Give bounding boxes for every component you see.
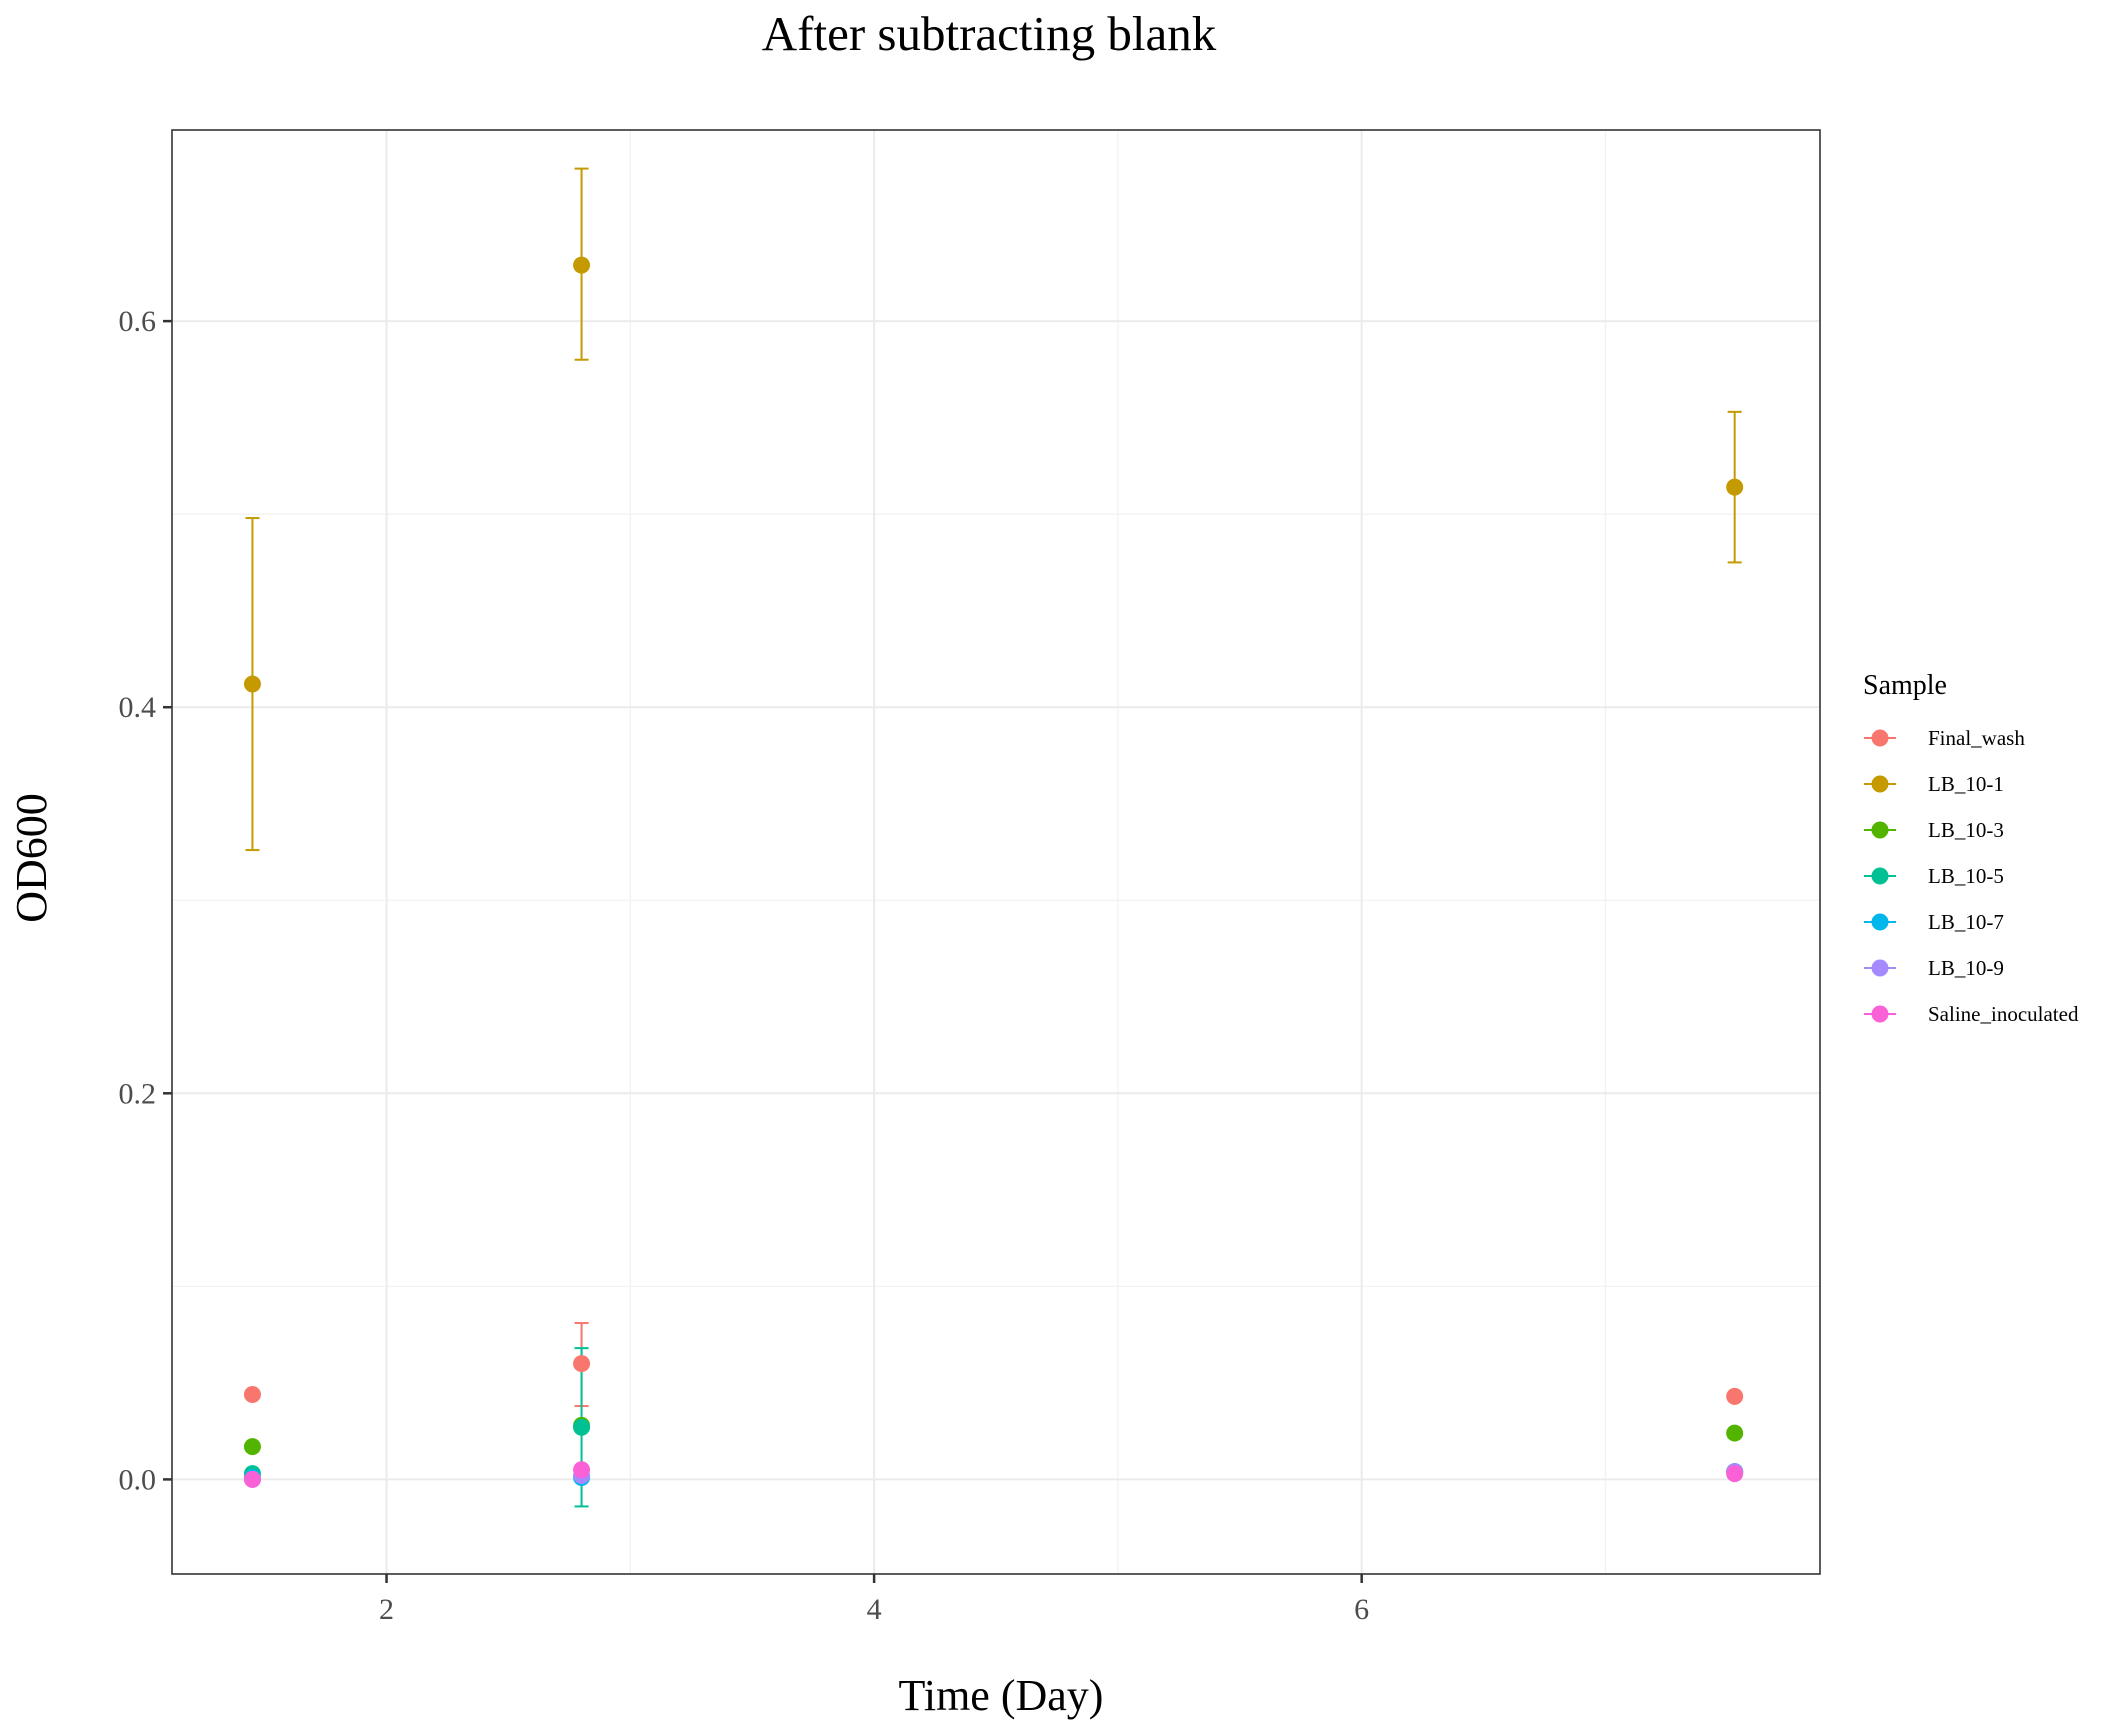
y-tick-label: 0.4 <box>119 691 157 724</box>
y-tick-label: 0.0 <box>119 1463 157 1496</box>
legend-item: LB_10-9 <box>1864 956 2004 980</box>
data-point <box>243 1470 261 1488</box>
data-point <box>1726 1465 1744 1483</box>
legend-label: LB_10-7 <box>1928 910 2004 934</box>
plot-panel-border <box>171 129 1821 1575</box>
legend-title: Sample <box>1863 670 1947 701</box>
data-point <box>1726 1424 1744 1442</box>
chart-title: After subtracting blank <box>762 6 1217 61</box>
data-point <box>573 1355 591 1373</box>
x-tick-label: 4 <box>867 1593 882 1626</box>
data-point <box>1726 1387 1744 1405</box>
legend-item: LB_10-3 <box>1864 818 2004 842</box>
data-point <box>243 1438 261 1456</box>
legend-item: Saline_inoculated <box>1864 1002 2079 1026</box>
x-tick-label: 6 <box>1354 1593 1369 1626</box>
legend-item: LB_10-1 <box>1864 772 2004 796</box>
y-axis-title: OD600 <box>7 793 56 923</box>
legend-key-point <box>1871 867 1889 885</box>
x-axis-title: Time (Day) <box>899 1671 1104 1720</box>
data-point <box>1726 478 1744 496</box>
legend-item: LB_10-7 <box>1864 910 2004 934</box>
legend: Sample Final_wash LB_10-1 LB_10-3 LB_10-5 LB… <box>1863 670 2079 1026</box>
error-bars <box>245 167 1742 1508</box>
legend-key-point <box>1871 821 1889 839</box>
axes: 2 4 6 0.0 0.2 0.4 0.6 <box>119 305 1370 1626</box>
data-point <box>573 1461 591 1479</box>
grid <box>172 130 1820 1574</box>
y-tick-label: 0.2 <box>119 1077 157 1110</box>
legend-label: LB_10-3 <box>1928 818 2004 842</box>
legend-label: Saline_inoculated <box>1928 1002 2079 1026</box>
y-tick-label: 0.6 <box>119 305 157 338</box>
legend-label: LB_10-5 <box>1928 864 2004 888</box>
data-point <box>573 1418 591 1436</box>
legend-key-point <box>1871 1005 1889 1023</box>
legend-item: LB_10-5 <box>1864 864 2004 888</box>
x-tick-label: 2 <box>379 1593 394 1626</box>
data-points <box>243 256 1744 1488</box>
legend-key-point <box>1871 913 1889 931</box>
legend-key-point <box>1871 775 1889 793</box>
data-point <box>573 256 591 274</box>
legend-label: LB_10-1 <box>1928 772 2004 796</box>
legend-item: Final_wash <box>1864 726 2025 750</box>
legend-key-point <box>1871 729 1889 747</box>
legend-label: Final_wash <box>1928 726 2025 750</box>
data-point <box>243 675 261 693</box>
legend-label: LB_10-9 <box>1928 956 2004 980</box>
data-point <box>243 1385 261 1403</box>
legend-key-point <box>1871 959 1889 977</box>
